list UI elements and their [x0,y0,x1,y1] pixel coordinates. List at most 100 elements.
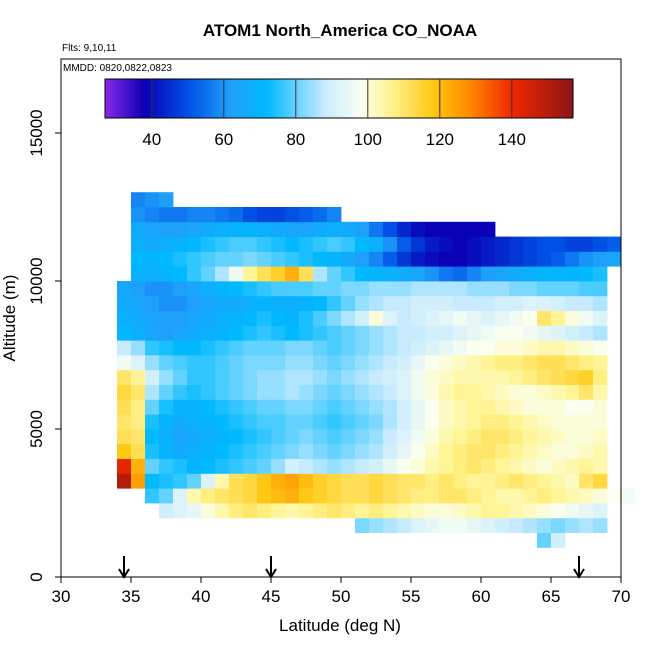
profile-markers [118,556,585,579]
heatmap-cell [327,236,342,252]
heatmap-cell [229,281,244,297]
heatmap-cell [523,355,538,371]
colorbar-segment [241,79,246,118]
heatmap-cell [397,458,412,474]
heatmap-cell [425,251,440,267]
colorbar-segment [357,79,362,118]
heatmap-cell [215,236,230,252]
heatmap-cell [327,281,342,297]
heatmap-cell [369,473,384,489]
heatmap-cell [173,503,188,519]
heatmap-cell [565,384,580,400]
heatmap-cell [327,429,342,445]
heatmap-cell [145,399,160,415]
heatmap-cell [579,251,594,267]
heatmap-cell [285,384,300,400]
heatmap-cell [397,325,412,341]
heatmap-cell [565,503,580,519]
heatmap-cell [145,310,160,326]
heatmap-cell [439,473,454,489]
heatmap-cell [215,221,230,237]
heatmap-cell [397,473,412,489]
heatmap-cell [229,384,244,400]
heatmap-cell [229,251,244,267]
colorbar-segment [565,79,570,118]
heatmap-cell [299,384,314,400]
heatmap-cell [579,473,594,489]
heatmap-cell [285,251,300,267]
heatmap-cell [341,325,356,341]
heatmap-cell [173,295,188,311]
colorbar-segment [141,79,146,118]
colorbar-segment [558,79,563,118]
colorbar-segment [313,79,318,118]
heatmap-cell [243,414,258,430]
heatmap-cell [341,295,356,311]
heatmap-cell [117,355,132,371]
heatmap-cell [383,503,398,519]
heatmap-cell [187,295,202,311]
colorbar-segment [270,79,275,118]
heatmap-cell [537,473,552,489]
heatmap-cell [369,251,384,267]
heatmap-cell [327,251,342,267]
heatmap-cell [187,503,202,519]
heatmap-cell [495,488,510,504]
heatmap-cell [313,281,328,297]
heatmap-cell [383,325,398,341]
heatmap-cell [453,369,468,385]
colorbar-tick-label: 100 [354,130,382,149]
heatmap-cell [621,488,636,504]
heatmap-cell [215,207,230,223]
heatmap-cell [201,399,216,415]
heatmap-cell [411,429,426,445]
heatmap-cell [523,384,538,400]
heatmap-cell [285,236,300,252]
heatmap-cell [159,207,174,223]
heatmap-cell [257,295,272,311]
heatmap-cell [523,236,538,252]
heatmap-cell [481,236,496,252]
y-axis-label: Altitude (m) [0,275,19,362]
heatmap-cell [537,310,552,326]
colorbar-segment [519,79,524,118]
heatmap-cell [131,325,146,341]
heatmap-cell [509,429,524,445]
colorbar-segment [324,79,329,118]
heatmap-cell [341,503,356,519]
colorbar-segment [450,79,455,118]
heatmap-cell [509,503,524,519]
heatmap-cell [285,488,300,504]
heatmap-cell [201,266,216,282]
heatmap-cell [509,369,524,385]
heatmap-cell [355,384,370,400]
heatmap-cell [565,295,580,311]
heatmap-cell [131,251,146,267]
heatmap-cell [173,310,188,326]
heatmap-cell [523,266,538,282]
heatmap-cell [425,221,440,237]
heatmap-cell [159,325,174,341]
colorbar-segment [511,79,516,118]
heatmap-cell [551,473,566,489]
heatmap-cell [411,399,426,415]
heatmap-cell [523,488,538,504]
heatmap-cell [537,488,552,504]
heatmap-cell [201,503,216,519]
heatmap-cell [495,236,510,252]
heatmap-cell [369,369,384,385]
heatmap-cell [579,458,594,474]
heatmap-cell [397,399,412,415]
heatmap-cell [341,443,356,459]
heatmap-cell [565,281,580,297]
heatmap-cell [131,221,146,237]
heatmap-cell [257,266,272,282]
colorbar-segment [328,79,333,118]
heatmap-cell [551,414,566,430]
heatmap-cell [271,340,286,356]
x-tick-label: 45 [262,587,281,606]
heatmap-cell [201,473,216,489]
colorbar-segment [364,79,369,118]
heatmap-cell [215,369,230,385]
heatmap-cell [145,340,160,356]
